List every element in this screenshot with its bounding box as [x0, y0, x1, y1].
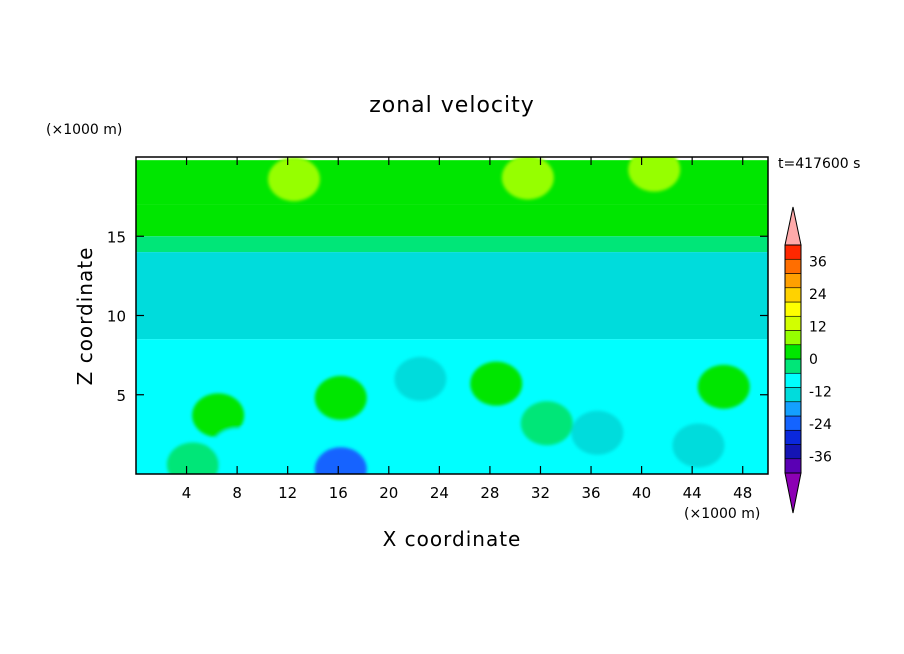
colorbar-segment	[784, 415, 802, 431]
colorbar-tick-label: 24	[809, 287, 827, 303]
velocity-cell	[394, 356, 447, 401]
x-tick-label: 40	[632, 484, 651, 502]
colorbar: 36 24 12 0 -12 -24 -36	[784, 206, 832, 514]
colorbar-tick-label: 12	[809, 319, 827, 335]
velocity-band	[136, 204, 768, 237]
colorbar-tick-label: -12	[809, 385, 832, 401]
x-tick-label: 12	[278, 484, 297, 502]
colorbar-segment	[784, 273, 802, 289]
colorbar-segment	[784, 372, 802, 388]
velocity-cell	[451, 269, 504, 314]
velocity-cell	[314, 447, 367, 474]
x-tick-label: 48	[733, 484, 752, 502]
x-tick-label: 24	[430, 484, 449, 502]
time-label: t=417600 s	[778, 156, 860, 172]
x-tick-label: 28	[480, 484, 499, 502]
y-axis-label: Z coordinate	[73, 247, 97, 386]
y-axis: 5 10 15	[107, 228, 768, 405]
colorbar-segment	[784, 315, 802, 331]
x-axis: 4 8 12 16 20 24 28 32 36 40 44 48	[182, 157, 752, 502]
colorbar-segment	[784, 244, 802, 260]
colorbar-segment	[784, 458, 802, 474]
x-unit-label: (×1000 m)	[684, 506, 760, 522]
colorbar-tick-label: -36	[809, 450, 832, 466]
colorbar-segment	[784, 301, 802, 317]
x-tick-label: 44	[683, 484, 702, 502]
colorbar-segment	[784, 387, 802, 403]
velocity-cell	[628, 157, 681, 192]
y-unit-label: (×1000 m)	[46, 122, 122, 138]
y-tick-label: 10	[107, 308, 126, 326]
colorbar-segment	[784, 258, 802, 274]
colorbar-extend-max	[784, 206, 802, 246]
y-tick-label: 5	[116, 387, 126, 405]
x-tick-label: 36	[581, 484, 600, 502]
y-tick-label: 15	[107, 228, 126, 246]
colorbar-segment	[784, 358, 802, 374]
colorbar-segment	[784, 444, 802, 460]
colorbar-tick-label: 36	[809, 254, 827, 270]
velocity-cell	[192, 393, 245, 438]
x-tick-label: 16	[329, 484, 348, 502]
velocity-cell	[697, 364, 750, 409]
velocity-cell	[211, 428, 264, 473]
velocity-cell	[571, 410, 624, 455]
chart-title: zonal velocity	[369, 93, 535, 118]
x-tick-label: 8	[232, 484, 242, 502]
x-tick-label: 20	[379, 484, 398, 502]
velocity-cell	[520, 401, 573, 446]
velocity-cell	[672, 423, 725, 468]
velocity-field	[136, 157, 768, 474]
colorbar-segment	[784, 344, 802, 360]
colorbar-segment	[784, 401, 802, 417]
velocity-cell	[268, 157, 320, 202]
colorbar-tick-label: 0	[809, 352, 818, 368]
colorbar-tick-label: -24	[809, 417, 832, 433]
x-tick-label: 32	[531, 484, 550, 502]
velocity-cell	[470, 361, 523, 406]
colorbar-segment	[784, 330, 802, 346]
velocity-cell	[501, 157, 554, 200]
colorbar-segment	[784, 429, 802, 445]
velocity-band	[136, 236, 768, 253]
velocity-cell	[166, 442, 219, 474]
velocity-cell	[314, 375, 367, 420]
colorbar-extend-min	[784, 472, 802, 514]
colorbar-frame	[784, 244, 802, 474]
x-axis-label: X coordinate	[383, 527, 522, 551]
x-tick-label: 4	[182, 484, 192, 502]
colorbar-segment	[784, 287, 802, 303]
